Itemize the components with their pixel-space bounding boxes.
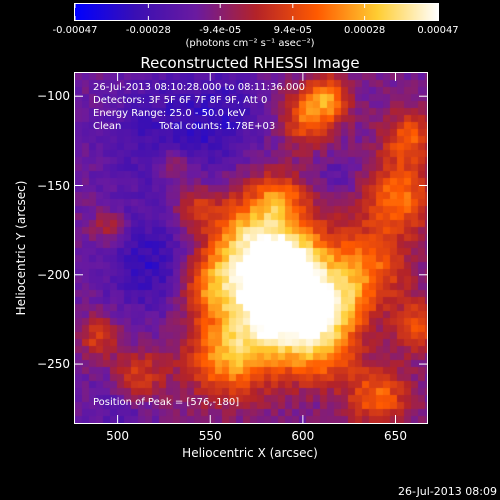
y-tick-label: −200 xyxy=(37,267,70,282)
image-plot: 26-Jul-2013 08:10:28.000 to 08:11:36.000… xyxy=(74,72,428,424)
total-counts-text: Total counts: 1.78E+03 xyxy=(159,121,276,132)
x-tick-label: 550 xyxy=(198,429,222,443)
y-tick-label: −150 xyxy=(37,178,70,193)
colorbar-tick-label: 0.00028 xyxy=(343,25,386,36)
plot-title: Reconstructed RHESSI Image xyxy=(140,54,360,72)
colorbar-tick-label: -0.00028 xyxy=(125,25,171,36)
heatmap-image xyxy=(75,73,427,423)
colorbar-tick-label: -0.00047 xyxy=(52,25,98,36)
energy-range-text: Energy Range: 25.0 - 50.0 keV xyxy=(93,108,246,119)
colorbar-tick-label: -9.4e-05 xyxy=(199,25,242,36)
x-tick-label: 500 xyxy=(106,429,130,443)
method-text: Clean xyxy=(93,121,122,132)
colorbar-units: (photons cm⁻² s⁻¹ asec⁻²) xyxy=(185,38,315,49)
x-tick-label: 600 xyxy=(291,429,315,443)
colorbar-tick-label: 0.00047 xyxy=(417,25,459,36)
timestamp: 26-Jul-2013 08:09 xyxy=(397,485,497,498)
y-axis-label: Heliocentric Y (arcsec) xyxy=(14,180,28,316)
colorbar xyxy=(74,3,439,21)
x-axis-label: Heliocentric X (arcsec) xyxy=(182,446,318,460)
detectors-text: Detectors: 3F 5F 6F 7F 8F 9F, Att 0 xyxy=(93,95,268,106)
y-tick-label: −250 xyxy=(37,357,70,372)
y-tick-label: −100 xyxy=(37,89,70,104)
colorbar-tick-label: 9.4e-05 xyxy=(273,25,312,36)
x-tick-label: 650 xyxy=(384,429,407,443)
time-range-text: 26-Jul-2013 08:10:28.000 to 08:11:36.000 xyxy=(93,82,305,93)
peak-position-text: Position of Peak = [576,-180] xyxy=(93,397,240,408)
colorbar-ticks xyxy=(74,4,439,20)
